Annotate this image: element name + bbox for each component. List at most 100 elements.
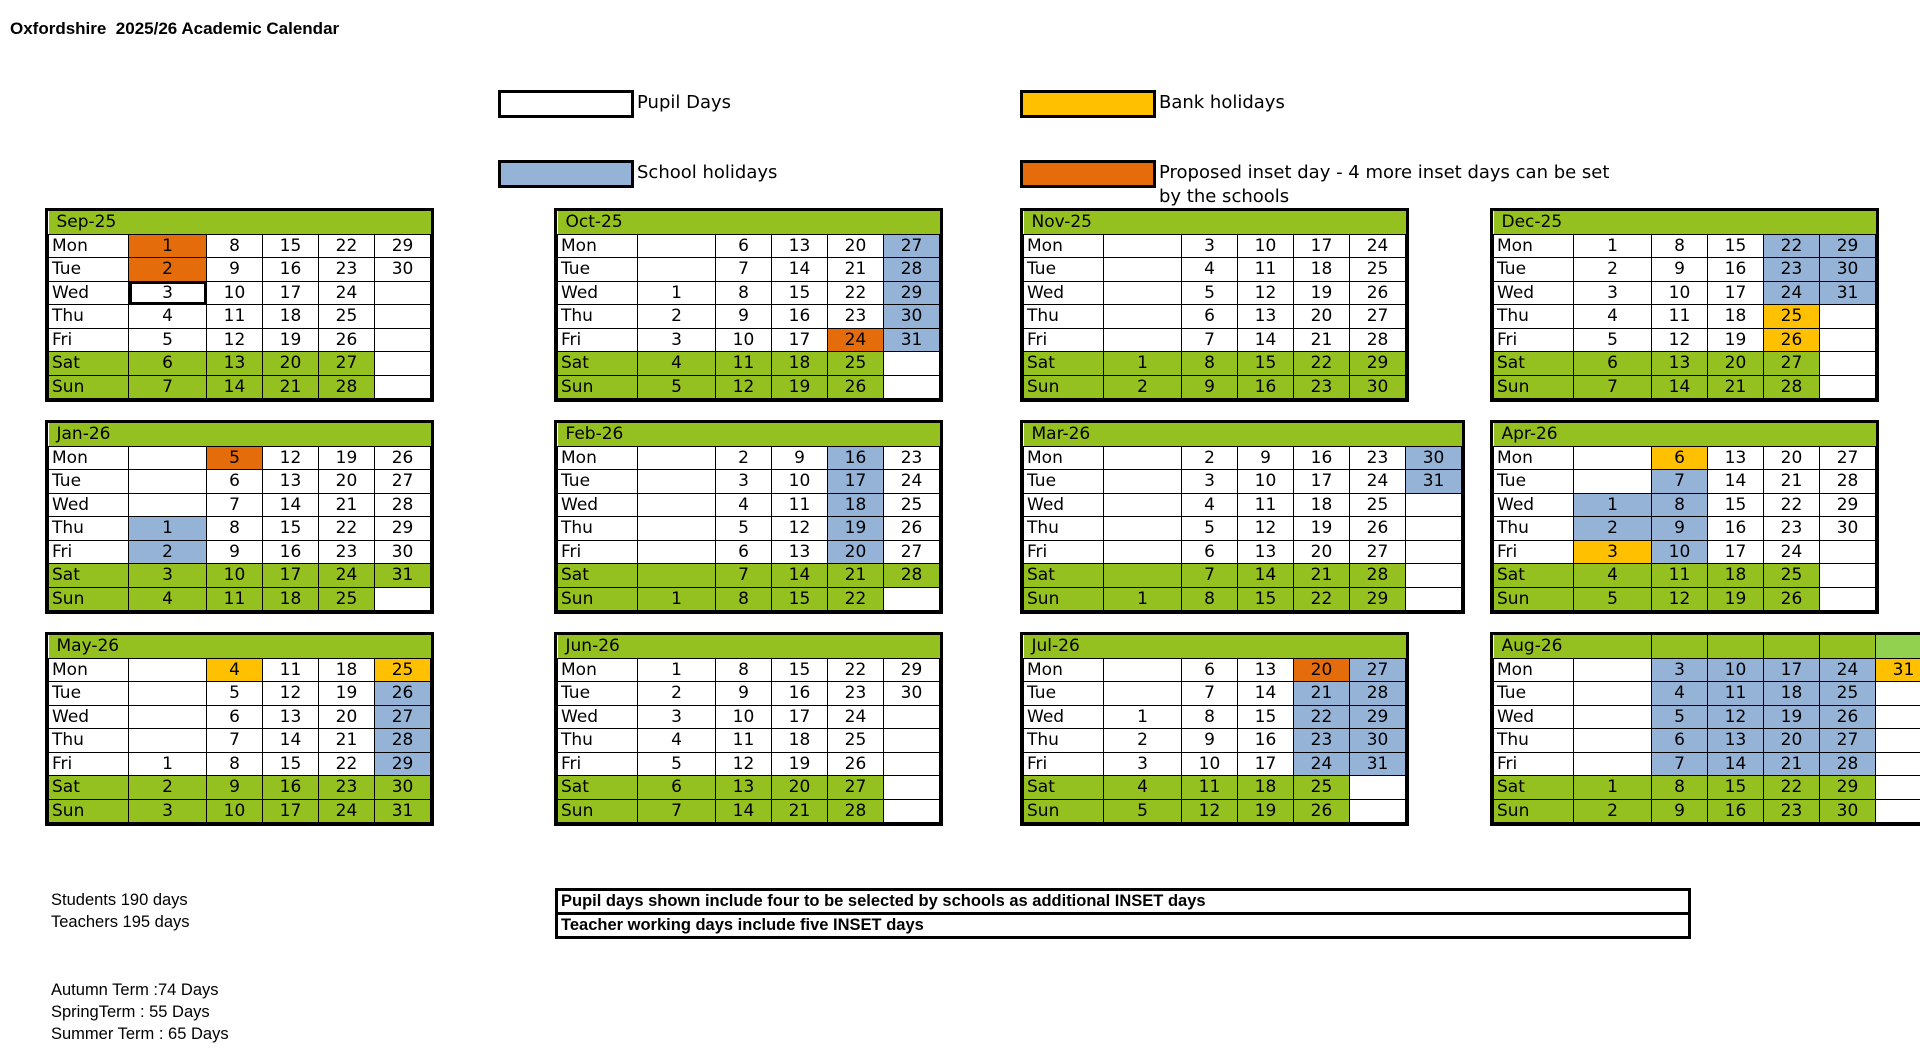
date-cell: 22 bbox=[1763, 233, 1820, 258]
date-cell bbox=[373, 280, 432, 305]
weekday-label: Sat bbox=[1023, 563, 1104, 588]
date-cell bbox=[373, 374, 432, 399]
date-cell: 15 bbox=[1237, 704, 1294, 729]
date-cell bbox=[637, 233, 716, 258]
date-cell: 7 bbox=[715, 257, 772, 282]
date-cell: 31 bbox=[1875, 657, 1920, 682]
date-cell: 12 bbox=[715, 751, 772, 776]
weekday-label: Tue bbox=[1023, 469, 1104, 494]
month-jun-26: Jun-26 Mon 1 8 15 22 29 Tue 2 9 16 23 30 Wed 3 10 17 24 Th… bbox=[554, 632, 943, 826]
date-cell: 3 bbox=[715, 469, 772, 494]
date-cell: 19 bbox=[1293, 516, 1350, 541]
date-cell: 3 bbox=[1181, 233, 1238, 258]
weekday-label: Wed bbox=[48, 704, 129, 729]
date-cell: 18 bbox=[1237, 775, 1294, 800]
month-feb-26: Feb-26 Mon 2 9 16 23 Tue 3 10 17 24 Wed 4 11 18 25 Thu 5 1… bbox=[554, 420, 944, 614]
date-cell: 3 bbox=[1573, 280, 1652, 305]
date-cell: 15 bbox=[262, 751, 319, 776]
date-cell: 29 bbox=[1819, 775, 1876, 800]
date-cell: 11 bbox=[206, 586, 263, 611]
date-cell: 24 bbox=[1819, 657, 1876, 682]
weekday-label: Fri bbox=[557, 751, 638, 776]
date-cell: 4 bbox=[715, 492, 772, 517]
date-cell: 10 bbox=[715, 704, 772, 729]
date-cell: 25 bbox=[827, 351, 884, 376]
date-cell: 21 bbox=[262, 374, 319, 399]
school-holidays-swatch bbox=[498, 160, 634, 188]
weekday-label: Mon bbox=[1023, 445, 1104, 470]
date-cell bbox=[882, 351, 941, 376]
date-cell: 9 bbox=[715, 304, 772, 329]
date-cell: 1 bbox=[1573, 233, 1652, 258]
date-cell: 17 bbox=[1763, 657, 1820, 682]
date-cell: 1 bbox=[128, 233, 207, 258]
date-cell bbox=[1103, 304, 1182, 329]
date-cell: 8 bbox=[1181, 586, 1238, 611]
date-cell: 24 bbox=[318, 563, 375, 588]
date-cell bbox=[1875, 751, 1920, 776]
date-cell: 23 bbox=[1293, 728, 1350, 753]
header-cell bbox=[1763, 635, 1820, 658]
date-cell: 19 bbox=[1707, 327, 1764, 352]
date-cell: 13 bbox=[1651, 351, 1708, 376]
weekday-label: Fri bbox=[557, 327, 638, 352]
month-name: Dec-25 bbox=[1493, 211, 1876, 234]
weekday-label: Mon bbox=[48, 445, 129, 470]
date-cell: 24 bbox=[827, 704, 884, 729]
date-cell bbox=[1818, 539, 1877, 564]
date-cell: 17 bbox=[1707, 539, 1764, 564]
weekday-label: Sat bbox=[48, 563, 129, 588]
date-cell: 11 bbox=[1181, 775, 1238, 800]
date-cell: 26 bbox=[882, 516, 941, 541]
date-cell bbox=[128, 704, 207, 729]
legend-label: Bank holidays bbox=[1159, 92, 1285, 113]
date-cell: 9 bbox=[206, 775, 263, 800]
date-cell: 28 bbox=[827, 798, 884, 823]
date-cell: 13 bbox=[262, 469, 319, 494]
date-cell: 13 bbox=[1707, 445, 1764, 470]
weekday-label: Wed bbox=[557, 280, 638, 305]
date-cell: 27 bbox=[1818, 445, 1877, 470]
header-cell bbox=[1651, 635, 1708, 658]
date-cell: 28 bbox=[1818, 469, 1877, 494]
date-cell: 22 bbox=[1293, 586, 1350, 611]
weekday-label: Mon bbox=[557, 657, 638, 682]
date-cell: 2 bbox=[1573, 516, 1652, 541]
date-cell bbox=[1818, 374, 1877, 399]
weekday-label: Tue bbox=[48, 257, 129, 282]
date-cell bbox=[1818, 327, 1877, 352]
date-cell: 20 bbox=[1763, 728, 1820, 753]
month-name: Jul-26 bbox=[1023, 635, 1406, 658]
date-cell: 26 bbox=[827, 751, 884, 776]
weekday-label: Sun bbox=[1023, 798, 1104, 823]
date-cell: 17 bbox=[1293, 233, 1350, 258]
weekday-label: Sat bbox=[1023, 775, 1104, 800]
weekday-label: Tue bbox=[557, 257, 638, 282]
date-cell: 22 bbox=[1763, 492, 1820, 517]
date-cell: 22 bbox=[827, 586, 884, 611]
date-cell: 7 bbox=[715, 563, 772, 588]
date-cell: 5 bbox=[637, 751, 716, 776]
date-cell: 7 bbox=[1651, 469, 1708, 494]
weekday-label: Sat bbox=[557, 351, 638, 376]
date-cell: 5 bbox=[1103, 798, 1182, 823]
month-oct-25: Oct-25 Mon 6 13 20 27 Tue 7 14 21 28 Wed 1 8 15 22 29 Thu… bbox=[554, 208, 944, 402]
date-cell: 21 bbox=[1707, 374, 1764, 399]
date-cell: 1 bbox=[1103, 704, 1182, 729]
date-cell: 22 bbox=[827, 280, 884, 305]
date-cell bbox=[373, 586, 432, 611]
weekday-label: Fri bbox=[48, 751, 129, 776]
date-cell: 9 bbox=[1651, 257, 1708, 282]
date-cell: 8 bbox=[206, 516, 263, 541]
date-cell: 22 bbox=[318, 751, 375, 776]
date-cell: 6 bbox=[1181, 304, 1238, 329]
weekday-label: Wed bbox=[1493, 704, 1574, 729]
date-cell: 27 bbox=[1349, 539, 1406, 564]
weekday-label: Tue bbox=[48, 469, 129, 494]
date-cell: 6 bbox=[128, 351, 207, 376]
date-cell: 9 bbox=[715, 681, 772, 706]
date-cell: 4 bbox=[1181, 257, 1238, 282]
date-cell: 29 bbox=[882, 280, 941, 305]
date-cell: 1 bbox=[1573, 775, 1652, 800]
date-cell: 19 bbox=[318, 445, 375, 470]
